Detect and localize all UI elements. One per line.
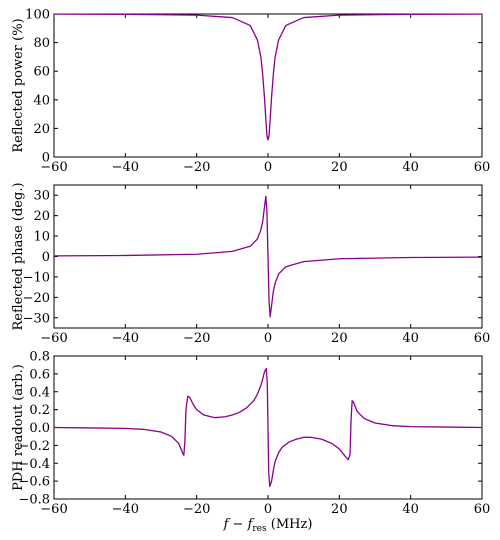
x-tick-label: 0: [264, 502, 272, 517]
panel-3: −60 −40 −20 0 20 40 60 −0.8 −0.6 −0.4 −0.2 0.0 0.2 0.…: [11, 350, 490, 518]
x-tick-label: 0: [264, 331, 272, 346]
y-axis-label: Reflected power (%): [11, 18, 26, 152]
y-tick-label: 0: [42, 250, 50, 265]
y-tick-label: −30: [23, 311, 50, 326]
y-tick-label: −10: [23, 270, 50, 285]
x-tick-label: −60: [40, 502, 67, 517]
y-tick-label: 10: [33, 230, 50, 245]
y-tick-label: −0.8: [18, 493, 50, 508]
y-tick-label: 0: [42, 151, 50, 166]
x-tick-label: −40: [112, 502, 139, 517]
x-tick-label: −20: [183, 160, 210, 175]
x-tick-label: 20: [331, 502, 348, 517]
y-tick-label: −0.6: [18, 475, 50, 490]
y-tick-label: 100: [25, 8, 50, 23]
panel-2: −60 −40 −20 0 20 40 60 −30 −20 −10 0 10 20 30 Reflecte…: [11, 182, 490, 346]
x-tick-label: 40: [402, 502, 419, 517]
y-tick-label: 20: [33, 209, 50, 224]
y-tick-label: 60: [33, 65, 50, 80]
x-tick-label: 0: [264, 160, 272, 175]
x-axis-label: f − fres (MHz): [223, 517, 313, 534]
y-tick-label: 20: [33, 122, 50, 137]
y-tick-label: 0.0: [29, 421, 50, 436]
y-axis-label: Reflected phase (deg.): [11, 182, 26, 330]
series-line-2-1: [53, 195, 483, 318]
x-tick-label: −60: [40, 331, 67, 346]
x-tick-label: 40: [402, 331, 419, 346]
series-line-3-1: [53, 367, 483, 488]
y-axis-label: PDH readout (arb.): [11, 364, 26, 491]
y-tick-label: −0.4: [18, 457, 50, 472]
x-tick-label: −60: [40, 160, 67, 175]
y-tick-label: 30: [33, 189, 50, 204]
y-tick-label: 0.6: [29, 367, 50, 382]
y-tick-label: 0.4: [29, 385, 50, 400]
x-tick-label: 60: [474, 502, 491, 517]
x-tick-label: −40: [112, 331, 139, 346]
series-line-1-1: [53, 13, 483, 141]
x-tick-label: 60: [474, 331, 491, 346]
y-tick-label: 80: [33, 36, 50, 51]
y-tick-label: −0.2: [18, 439, 50, 454]
y-tick-label: −20: [23, 291, 50, 306]
x-tick-label: −20: [183, 331, 210, 346]
y-tick-label: 0.2: [29, 403, 50, 418]
y-tick-label: 0.8: [29, 350, 50, 365]
plot-frame: [53, 13, 483, 158]
x-tick-label: 20: [331, 160, 348, 175]
x-tick-label: 60: [474, 160, 491, 175]
x-tick-label: 40: [402, 160, 419, 175]
y-tick-label: 40: [33, 93, 50, 108]
x-tick-label: −20: [183, 502, 210, 517]
x-tick-label: 20: [331, 331, 348, 346]
x-tick-label: −40: [112, 160, 139, 175]
